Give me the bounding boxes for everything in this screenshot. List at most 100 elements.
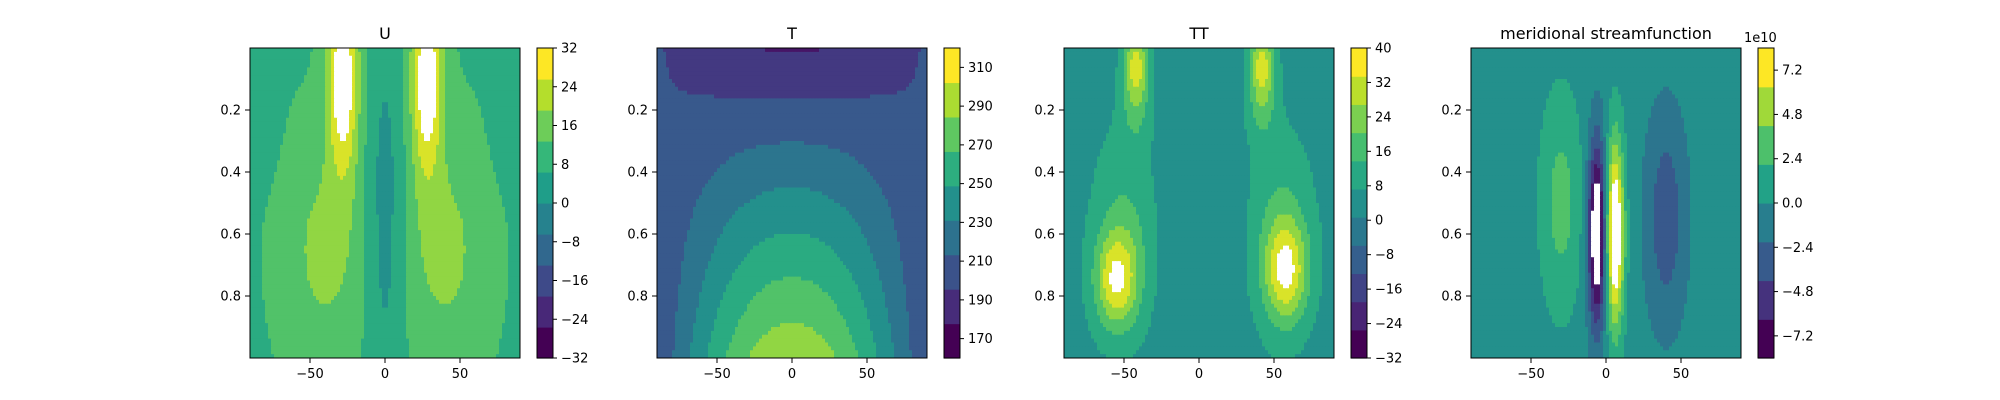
colorbar-band [537, 110, 553, 142]
contour-field [1064, 48, 1334, 358]
colorbar-tick-label: −8 [1375, 248, 1394, 263]
y-tick-label: 0.8 [627, 290, 648, 305]
colorbar-band [1758, 48, 1774, 88]
panel-4: meridional streamfunction −50 0 50 0.2 0.4 0.6… [1441, 24, 1813, 382]
colorbar-tick-label: −16 [561, 274, 588, 289]
y-tick-label: 0.8 [1441, 290, 1462, 305]
x-tick-label: 0 [1602, 367, 1610, 382]
colorbar-tick-label: 32 [1375, 76, 1392, 91]
y-tick-label: 0.6 [627, 228, 648, 243]
contour-field [250, 48, 520, 358]
panel-2: T −50 0 50 0.2 0.4 0.6 0.8 310 290 270 250 230 210 190… [627, 24, 993, 382]
colorbar-tick-label: 24 [561, 80, 578, 95]
colorbar-frame [1350, 47, 1368, 359]
colorbar-tick-label: 2.4 [1782, 152, 1803, 167]
colorbar-frame [943, 47, 961, 359]
colorbar-tick-label: 270 [968, 138, 993, 153]
colorbar-band [1758, 86, 1774, 127]
colorbar-tick-label: 230 [968, 216, 993, 231]
contour-field [1471, 48, 1741, 358]
colorbar-band [944, 48, 960, 84]
colorbar-band [537, 79, 553, 111]
colorbar-tick-label: 40 [1375, 42, 1392, 57]
colorbar-tick-label: 250 [968, 177, 993, 192]
colorbar-tick-label: −32 [561, 352, 588, 367]
colorbar-tick-label: 210 [968, 255, 993, 270]
colorbar-band [944, 185, 960, 221]
colorbar-band [1758, 125, 1774, 165]
colorbar-tick-label: −32 [1375, 352, 1402, 367]
colorbar-band [1351, 188, 1367, 218]
colorbar-tick-label: 4.8 [1782, 108, 1803, 123]
colorbar-tick-label: 0 [561, 197, 569, 212]
panel-3: TT −50 0 50 0.2 0.4 0.6 0.8 40 32 24 16 8 0 −8 −16 −24 −3… [1034, 24, 1402, 382]
colorbar-band [1351, 132, 1367, 162]
colorbar-tick-label: −4.8 [1782, 285, 1814, 300]
colorbar-tick-label: −7.2 [1782, 329, 1814, 344]
x-tick-label: 50 [1266, 367, 1283, 382]
colorbar-band [1351, 76, 1367, 105]
colorbar-tick-label: 290 [968, 100, 993, 115]
colorbar-band [944, 220, 960, 256]
colorbar-band [1351, 245, 1367, 275]
x-tick-label: 0 [381, 367, 389, 382]
colorbar-band [1758, 164, 1774, 204]
colorbar-tick-label: −2.4 [1782, 241, 1814, 256]
colorbar-band [1758, 280, 1774, 320]
y-tick-label: 0.6 [220, 228, 241, 243]
colorbar-tick-label: 190 [968, 293, 993, 308]
colorbar-band [537, 296, 553, 328]
y-tick-label: 0.2 [1441, 104, 1462, 119]
colorbar-band [944, 289, 960, 325]
x-tick-label: 0 [788, 367, 796, 382]
chart-title: U [379, 24, 391, 43]
colorbar-tick-label: −8 [561, 235, 580, 250]
y-tick-label: 0.2 [627, 104, 648, 119]
chart-title: TT [1188, 24, 1208, 43]
colorbar-tick-label: −24 [1375, 317, 1402, 332]
y-tick-label: 0.4 [1034, 166, 1055, 181]
x-tick-label: 50 [859, 367, 876, 382]
colorbar-band [944, 323, 960, 359]
colorbar-tick-label: 32 [561, 42, 578, 57]
y-tick-label: 0.4 [1441, 166, 1462, 181]
colorbar-band [1351, 217, 1367, 246]
y-tick-label: 0.4 [220, 166, 241, 181]
colorbar-band [944, 254, 960, 290]
colorbar-band [537, 327, 553, 359]
colorbar-tick-label: 24 [1375, 110, 1392, 125]
colorbar-offset-label: 1e10 [1744, 31, 1777, 46]
y-tick-label: 0.2 [220, 104, 241, 119]
x-tick-label: 50 [1673, 367, 1690, 382]
colorbar-tick-label: 16 [561, 119, 578, 134]
y-tick-label: 0.6 [1441, 228, 1462, 243]
colorbar-band [537, 203, 553, 235]
colorbar-band [1758, 319, 1774, 359]
colorbar-tick-label: 170 [968, 332, 993, 347]
x-tick-label: −50 [296, 367, 323, 382]
y-tick-label: 0.8 [1034, 290, 1055, 305]
colorbar-tick-label: 0.0 [1782, 197, 1803, 212]
colorbar-band [1351, 273, 1367, 303]
y-tick-label: 0.4 [627, 166, 648, 181]
x-tick-label: 0 [1195, 367, 1203, 382]
colorbar-band [944, 82, 960, 118]
colorbar-tick-label: 310 [968, 61, 993, 76]
colorbar-band [1758, 241, 1774, 282]
colorbar-band [537, 172, 553, 204]
colorbar-tick-label: 0 [1375, 214, 1383, 229]
colorbar-band [1758, 203, 1774, 243]
colorbar-band [1351, 329, 1367, 359]
colorbar-band [537, 234, 553, 266]
x-tick-label: −50 [1517, 367, 1544, 382]
colorbar-tick-label: 7.2 [1782, 64, 1803, 79]
y-tick-label: 0.2 [1034, 104, 1055, 119]
chart-title: T [786, 24, 797, 43]
x-tick-label: 50 [452, 367, 469, 382]
colorbar-tick-label: −24 [561, 313, 588, 328]
x-tick-label: −50 [703, 367, 730, 382]
colorbar-tick-label: 8 [561, 158, 569, 173]
colorbar: 32 24 16 8 0 −8 −16 −24 −32 [536, 42, 588, 367]
x-tick-label: −50 [1110, 367, 1137, 382]
